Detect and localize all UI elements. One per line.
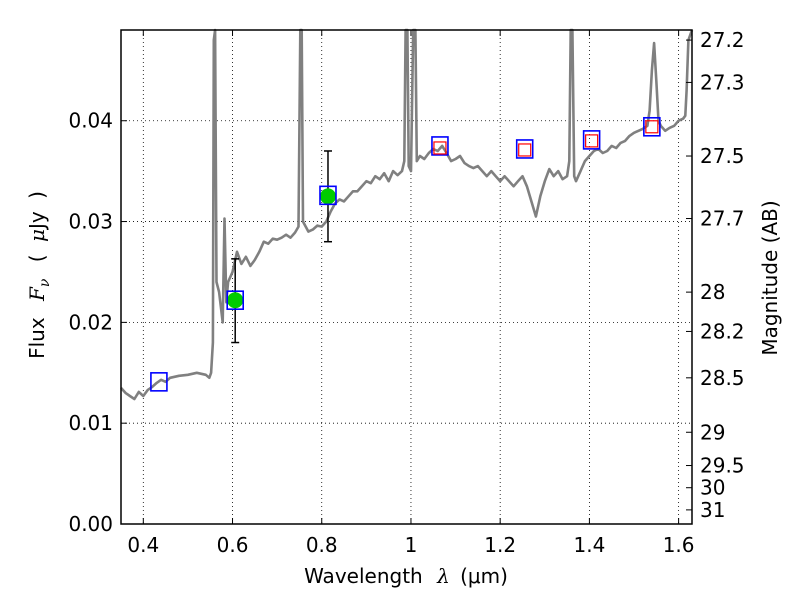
observed-point xyxy=(319,188,336,205)
x-axis-label: Wavelength λ (μm) xyxy=(304,564,508,588)
blue-square-marker xyxy=(643,116,661,137)
plot-frame xyxy=(120,29,693,525)
blue-square-marker xyxy=(431,136,449,156)
y-tick-label: 0.02 xyxy=(68,310,113,334)
magnitude-tick-label: 29 xyxy=(700,420,725,444)
magnitude-tick-label: 29.5 xyxy=(700,454,745,478)
y2-axis-label: Magnitude (AB) xyxy=(758,200,782,355)
error-bars xyxy=(231,150,332,344)
blue-square-marker xyxy=(515,139,534,159)
x-tick-label: 0.8 xyxy=(306,533,338,557)
x-tick-label: 1.4 xyxy=(573,533,605,557)
x-tick-label: 1.6 xyxy=(663,533,695,557)
magnitude-tick-label: 27.7 xyxy=(700,207,745,231)
magnitude-tick-label: 27.5 xyxy=(700,144,745,168)
model-photometry-red xyxy=(433,120,659,157)
y-tick-label: 0.01 xyxy=(68,411,113,435)
red-square-marker xyxy=(585,134,599,148)
model-photometry-blue xyxy=(150,116,661,392)
blue-square-marker xyxy=(226,290,244,310)
observed-point xyxy=(227,292,244,309)
spectrum-line xyxy=(120,28,694,401)
magnitude-tick-label: 27.2 xyxy=(700,28,745,52)
magnitude-tick-label: 28.5 xyxy=(700,366,745,390)
x-tick-label: 0.4 xyxy=(127,533,159,557)
red-square-marker xyxy=(645,120,659,134)
blue-square-marker xyxy=(582,130,601,150)
y-axis-label: Flux Fν ( μJy ) xyxy=(25,191,54,359)
blue-square-marker xyxy=(319,185,337,206)
magnitude-tick-label: 28.2 xyxy=(700,319,745,343)
red-square-marker xyxy=(518,143,532,157)
y-tick-label: 0.03 xyxy=(68,210,113,234)
magnitude-tick-label: 27.3 xyxy=(700,70,745,94)
y-tick-label: 0.04 xyxy=(68,109,113,133)
x-tick-label: 0.6 xyxy=(217,533,249,557)
x-tick-label: 1 xyxy=(405,533,418,557)
y-tick-label: 0.00 xyxy=(68,512,113,536)
observed-points xyxy=(227,188,336,309)
magnitude-tick-label: 31 xyxy=(700,498,725,522)
red-square-marker xyxy=(433,141,447,155)
grid-lines xyxy=(121,30,692,525)
axis-tick-labels: 0.4 0.6 0.8 1 1.2 1.4 1.6 0.00 0.01 0.02 0.03 0.04 2… xyxy=(68,28,744,557)
axis-ticks xyxy=(121,30,692,525)
magnitude-tick-label: 30 xyxy=(700,476,725,500)
magnitude-tick-label: 28 xyxy=(700,280,725,304)
x-tick-label: 1.2 xyxy=(484,533,516,557)
blue-square-marker xyxy=(150,372,168,392)
